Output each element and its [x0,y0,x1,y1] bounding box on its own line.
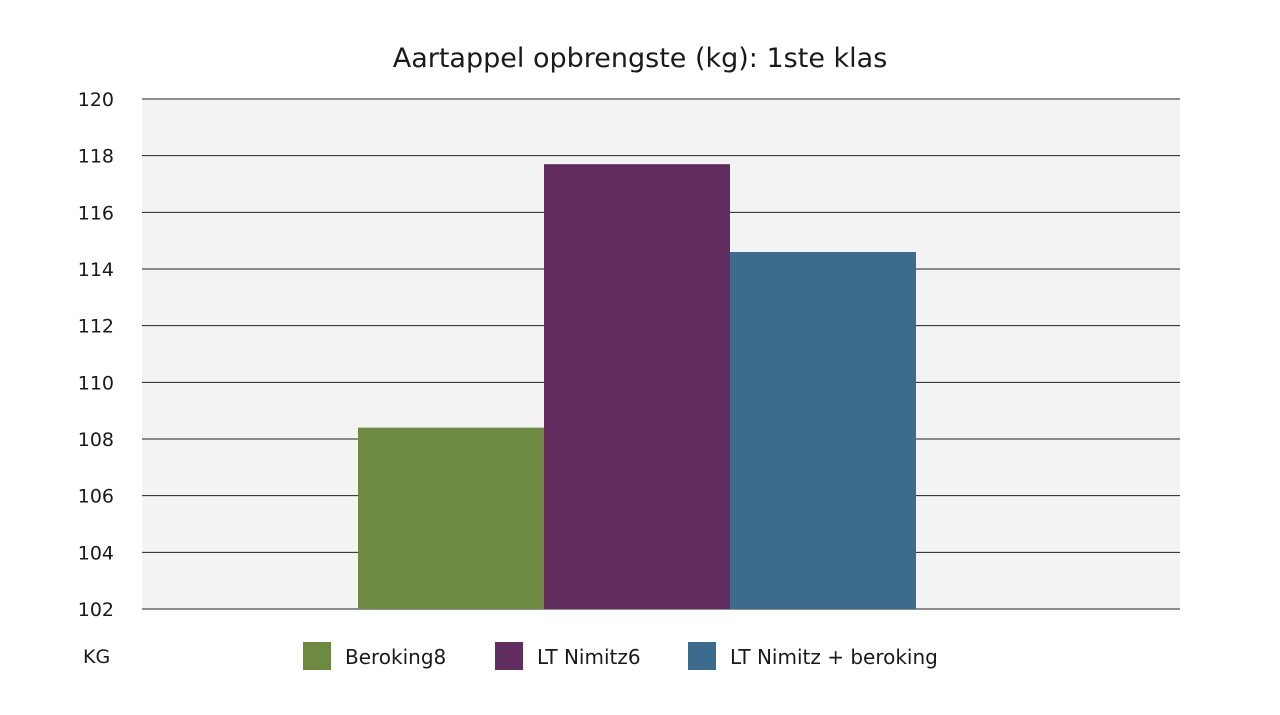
y-tick-label: 110 [78,372,114,394]
y-tick-label: 114 [78,259,114,281]
legend: Beroking8 LT Nimitz6 LT Nimitz + beroking [303,642,938,670]
legend-swatch-3 [688,642,716,670]
legend-swatch-1 [303,642,331,670]
bar-2 [544,164,730,609]
y-tick-label: 120 [78,89,114,111]
unit-label: KG [83,646,110,668]
y-tick-labels: 102 104 106 108 110 112 114 116 118 120 [78,89,114,621]
legend-label-2: LT Nimitz6 [537,645,641,669]
bar-3 [730,252,916,609]
bars [358,164,916,609]
legend-swatch-2 [495,642,523,670]
bar-1 [358,427,544,609]
y-tick-label: 106 [78,486,114,508]
y-tick-label: 104 [78,542,114,564]
chart-title: Aartappel opbrengste (kg): 1ste klas [393,43,888,74]
y-tick-label: 116 [78,202,114,224]
y-tick-label: 118 [78,146,114,168]
y-tick-label: 102 [78,599,114,621]
legend-label-1: Beroking8 [345,645,446,669]
y-tick-label: 108 [78,429,114,451]
y-tick-label: 112 [78,316,114,338]
legend-label-3: LT Nimitz + beroking [730,645,938,669]
